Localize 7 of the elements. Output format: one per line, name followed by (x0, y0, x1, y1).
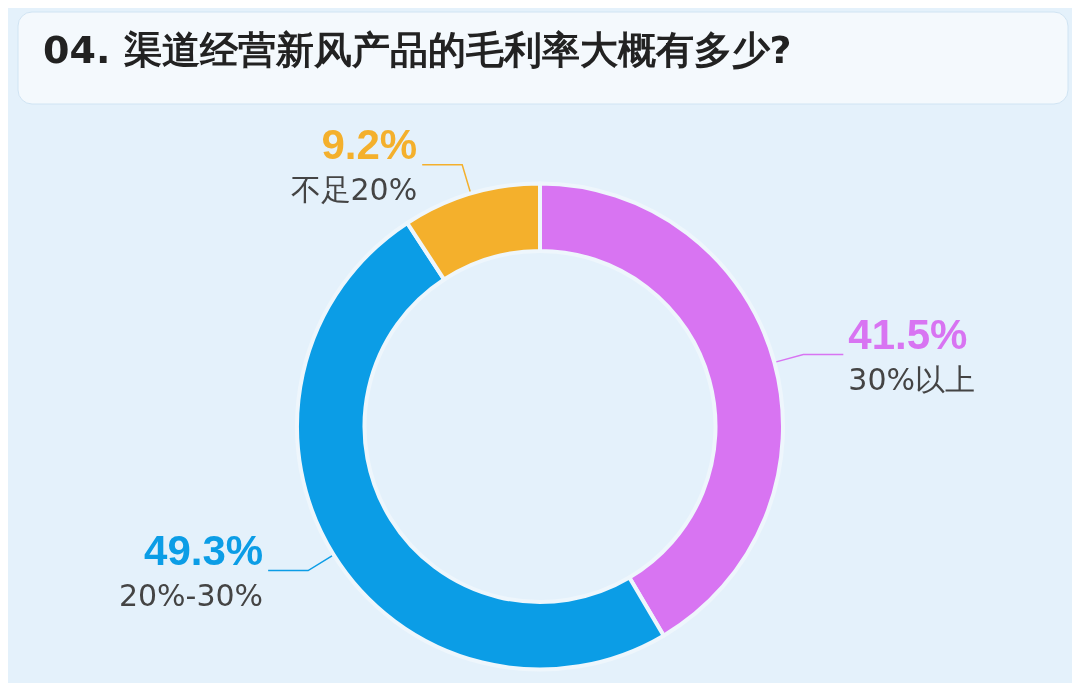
slice-label: 不足20% (290, 172, 418, 208)
slice-label: 20%-30% (118, 578, 264, 614)
data-label: 9.2% (321, 121, 418, 169)
chart-title: 04. 渠道经营新风产品的毛利率大概有多少? (43, 28, 792, 72)
data-label: 49.3% (144, 527, 264, 575)
data-label: 41.5% (848, 310, 968, 358)
slice-label: 30%以上 (848, 361, 976, 397)
